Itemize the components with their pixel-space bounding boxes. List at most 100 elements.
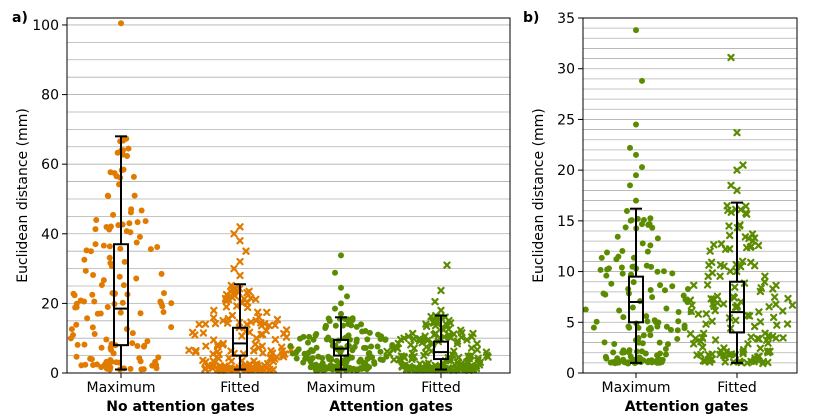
data-point (739, 349, 747, 358)
data-point (760, 278, 769, 286)
data-point (230, 264, 238, 273)
data-point (654, 323, 661, 330)
data-point (356, 358, 363, 365)
data-point (649, 224, 656, 231)
data-point (338, 284, 344, 291)
data-point (602, 353, 609, 360)
data-point (89, 291, 96, 298)
data-point (310, 336, 317, 343)
data-point (716, 272, 724, 280)
data-point (432, 329, 440, 338)
data-point (614, 359, 621, 366)
data-point (120, 166, 127, 173)
y-tick-label: 35 (557, 11, 575, 27)
data-point (460, 364, 468, 373)
data-point (374, 343, 381, 350)
data-point (429, 319, 438, 327)
data-point (379, 357, 386, 364)
data-point (208, 361, 217, 370)
data-point (711, 306, 719, 315)
data-point (209, 314, 218, 322)
data-point (72, 304, 79, 311)
data-point (745, 234, 753, 243)
data-point (103, 336, 110, 343)
data-point (484, 353, 492, 361)
data-point (260, 361, 269, 370)
panel-b-chart: 0 5 10 15 20 25 30 35 Maximum Fitted Attention g… (523, 10, 798, 415)
data-point (252, 334, 261, 342)
box-iqr (232, 326, 248, 357)
data-point (622, 224, 629, 231)
y-tick-label: 20 (557, 163, 575, 179)
data-point (289, 350, 296, 357)
data-point (633, 172, 639, 179)
data-point (611, 340, 618, 347)
data-point (137, 358, 144, 365)
data-point (627, 182, 633, 189)
data-point (269, 357, 278, 366)
box-iqr (729, 280, 745, 334)
data-point (306, 333, 313, 340)
data-point (697, 350, 705, 359)
data-point (756, 344, 765, 353)
data-point (129, 330, 136, 337)
data-point (733, 128, 741, 137)
data-point (711, 336, 720, 344)
data-point (371, 359, 378, 366)
y-tick-label: 0 (50, 366, 59, 382)
data-point (458, 329, 466, 337)
data-point (739, 161, 747, 169)
data-point (322, 322, 329, 329)
data-point (82, 267, 89, 274)
data-point (719, 300, 728, 308)
data-point (643, 262, 650, 269)
data-point (222, 303, 231, 311)
data-point (360, 344, 367, 351)
data-point (407, 341, 415, 349)
data-point (725, 245, 734, 253)
data-point (773, 321, 781, 329)
data-point (708, 317, 716, 325)
data-point (155, 354, 162, 361)
data-point (158, 270, 165, 277)
data-point (314, 367, 321, 374)
data-point (784, 294, 792, 303)
data-point (684, 286, 691, 293)
data-point (452, 365, 460, 374)
data-point (633, 121, 639, 128)
data-point (338, 310, 344, 317)
data-point (727, 181, 735, 190)
data-point (756, 287, 765, 296)
data-point (704, 272, 712, 281)
data-point (453, 337, 462, 345)
data-point (199, 356, 207, 365)
data-point (100, 277, 107, 284)
data-point (654, 352, 661, 359)
data-point (233, 286, 241, 294)
data-point (746, 243, 755, 251)
data-point (440, 333, 448, 341)
data-point (389, 345, 397, 354)
data-point (323, 336, 330, 343)
data-point (236, 257, 244, 266)
data-point (282, 333, 291, 341)
y-tick-label: 60 (41, 157, 59, 173)
data-point (770, 313, 778, 322)
data-point (610, 349, 617, 356)
data-point (614, 233, 621, 240)
data-point (106, 254, 113, 261)
data-point (98, 364, 105, 371)
data-point (223, 319, 232, 327)
data-point (716, 347, 725, 355)
data-point (227, 357, 236, 365)
data-point (368, 343, 375, 350)
data-point (755, 308, 763, 316)
data-point (647, 287, 654, 294)
data-point (192, 348, 200, 356)
data-point (638, 221, 645, 228)
data-point (71, 292, 78, 299)
data-point (772, 281, 780, 290)
data-point (690, 281, 698, 289)
data-point (159, 303, 166, 310)
data-point (366, 349, 373, 356)
